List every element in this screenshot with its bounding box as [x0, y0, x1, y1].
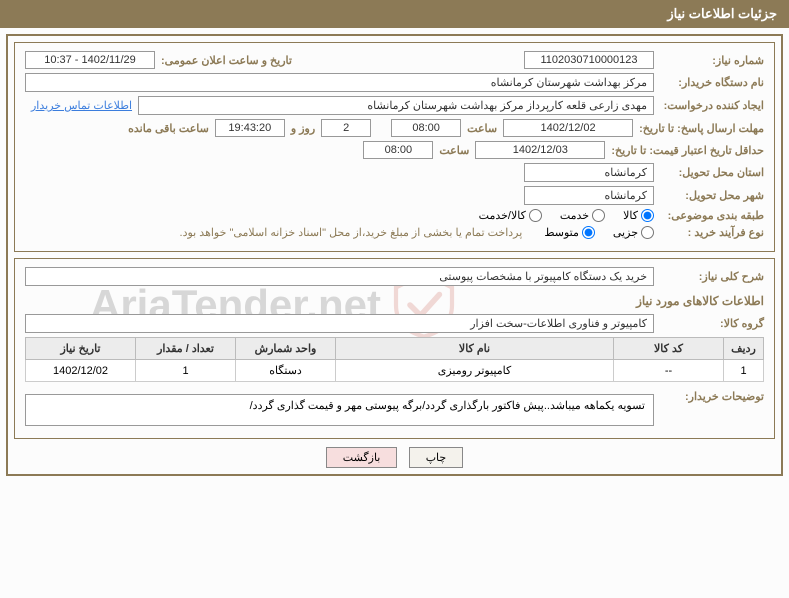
td-num: 1 [724, 360, 764, 382]
province-value: کرمانشاه [524, 163, 654, 182]
requester-value: مهدی زارعی قلعه کارپرداز مرکز بهداشت شهر… [138, 96, 654, 115]
th-qty: تعداد / مقدار [136, 338, 236, 360]
remaining-suffix: ساعت باقی مانده [122, 122, 215, 135]
page-title: جزئیات اطلاعات نیاز [0, 0, 789, 28]
td-qty: 1 [136, 360, 236, 382]
process-opt-1[interactable]: متوسط [530, 226, 595, 239]
process-label: نوع فرآیند خرید : [654, 226, 764, 239]
th-code: کد کالا [614, 338, 724, 360]
main-frame: شماره نیاز: 1102030710000123 تاریخ و ساع… [6, 34, 783, 476]
contact-link[interactable]: اطلاعات تماس خریدار [25, 99, 138, 112]
buyer-notes-label: توضیحات خریدار: [654, 390, 764, 403]
category-opt-1[interactable]: خدمت [546, 209, 605, 222]
td-name: کامپیوتر رومیزی [336, 360, 614, 382]
process-opt-0[interactable]: جزیی [599, 226, 654, 239]
th-name: نام کالا [336, 338, 614, 360]
deadline-time: 08:00 [391, 119, 461, 137]
validity-time: 08:00 [363, 141, 433, 159]
category-label: طبقه بندی موضوعی: [654, 209, 764, 222]
details-section: شماره نیاز: 1102030710000123 تاریخ و ساع… [14, 42, 775, 252]
announce-value: 1402/11/29 - 10:37 [25, 51, 155, 69]
deadline-date: 1402/12/02 [503, 119, 633, 137]
summary-value: خرید یک دستگاه کامپیوتر با مشخصات پیوستی [25, 267, 654, 286]
buyer-org-value: مرکز بهداشت شهرستان کرمانشاه [25, 73, 654, 92]
validity-date: 1402/12/03 [475, 141, 605, 159]
print-button[interactable]: چاپ [409, 447, 464, 468]
remaining-days: 2 [321, 119, 371, 137]
th-date: تاریخ نیاز [26, 338, 136, 360]
validity-label: حداقل تاریخ اعتبار قیمت: تا تاریخ: [605, 144, 764, 157]
city-value: کرمانشاه [524, 186, 654, 205]
td-date: 1402/12/02 [26, 360, 136, 382]
province-label: استان محل تحویل: [654, 166, 764, 179]
summary-label: شرح کلی نیاز: [654, 270, 764, 283]
buyer-notes-value: تسویه یکماهه میباشد..پیش فاکتور بارگذاری… [25, 394, 654, 426]
td-unit: دستگاه [236, 360, 336, 382]
goods-table: ردیف کد کالا نام کالا واحد شمارش تعداد /… [25, 337, 764, 382]
need-number-value: 1102030710000123 [524, 51, 654, 69]
validity-time-label: ساعت [433, 144, 475, 157]
back-button[interactable]: بازگشت [326, 447, 398, 468]
goods-group-label: گروه کالا: [654, 317, 764, 330]
table-row: 1 -- کامپیوتر رومیزی دستگاه 1 1402/12/02 [26, 360, 764, 382]
remaining-days-label: روز و [285, 122, 321, 135]
category-opt-2[interactable]: کالا/خدمت [465, 209, 542, 222]
goods-section: شرح کلی نیاز: خرید یک دستگاه کامپیوتر با… [14, 258, 775, 439]
td-code: -- [614, 360, 724, 382]
deadline-time-label: ساعت [461, 122, 503, 135]
th-rownum: ردیف [724, 338, 764, 360]
requester-label: ایجاد کننده درخواست: [654, 99, 764, 112]
city-label: شهر محل تحویل: [654, 189, 764, 202]
process-note: پرداخت تمام یا بخشی از مبلغ خرید،از محل … [180, 226, 531, 239]
deadline-label: مهلت ارسال پاسخ: تا تاریخ: [633, 122, 764, 135]
buyer-org-label: نام دستگاه خریدار: [654, 76, 764, 89]
remaining-time: 19:43:20 [215, 119, 285, 137]
button-row: چاپ بازگشت [14, 447, 775, 468]
category-opt-0[interactable]: کالا [609, 209, 654, 222]
category-radios: کالا خدمت کالا/خدمت [465, 209, 654, 222]
process-radios: جزیی متوسط [530, 226, 654, 239]
goods-section-title: اطلاعات کالاهای مورد نیاز [25, 294, 764, 308]
need-number-label: شماره نیاز: [654, 54, 764, 67]
goods-group-value: کامپیوتر و فناوری اطلاعات-سخت افزار [25, 314, 654, 333]
announce-label: تاریخ و ساعت اعلان عمومی: [155, 54, 298, 67]
th-unit: واحد شمارش [236, 338, 336, 360]
